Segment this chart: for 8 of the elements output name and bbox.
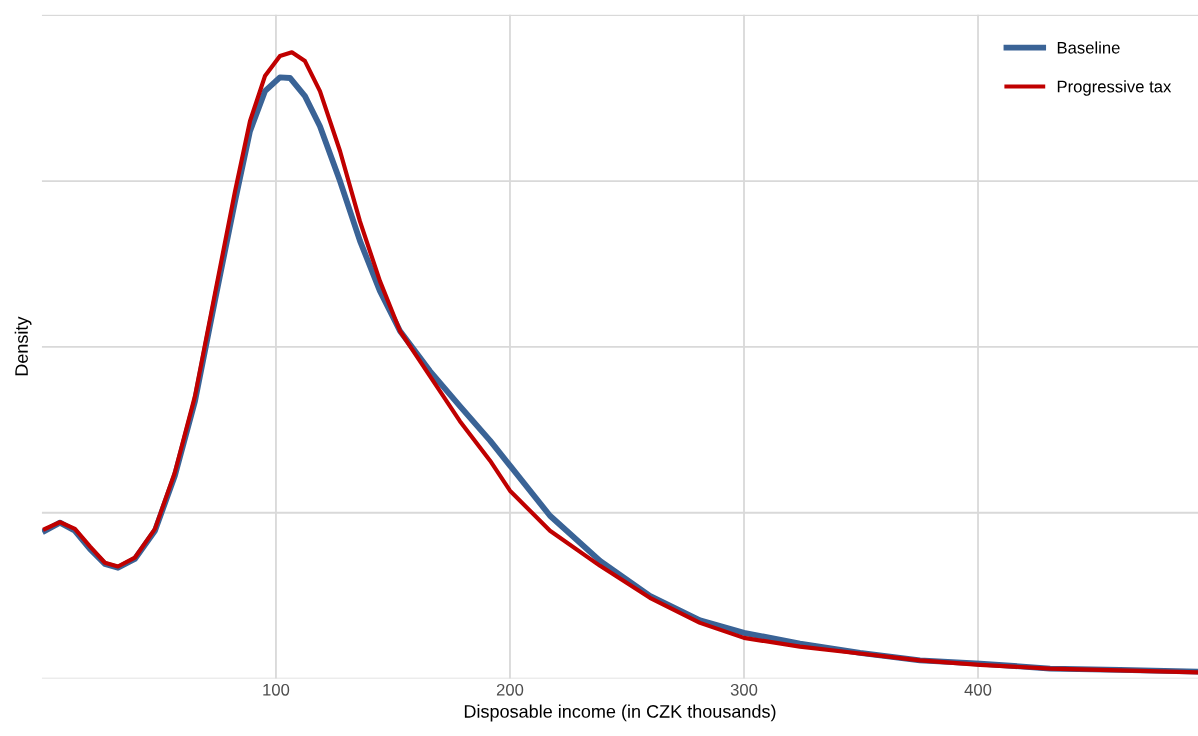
y-axis-title: Density (14, 316, 32, 376)
x-tick-label: 200 (496, 683, 524, 696)
legend-label: Progressive tax (1057, 80, 1172, 96)
x-tick-label: 300 (730, 683, 758, 696)
x-tick-label: 400 (964, 683, 992, 696)
legend-label: Baseline (1057, 41, 1120, 54)
x-tick-label: 100 (263, 683, 290, 696)
x-axis-title: Disposable income (in CZK thousands) (464, 704, 776, 722)
